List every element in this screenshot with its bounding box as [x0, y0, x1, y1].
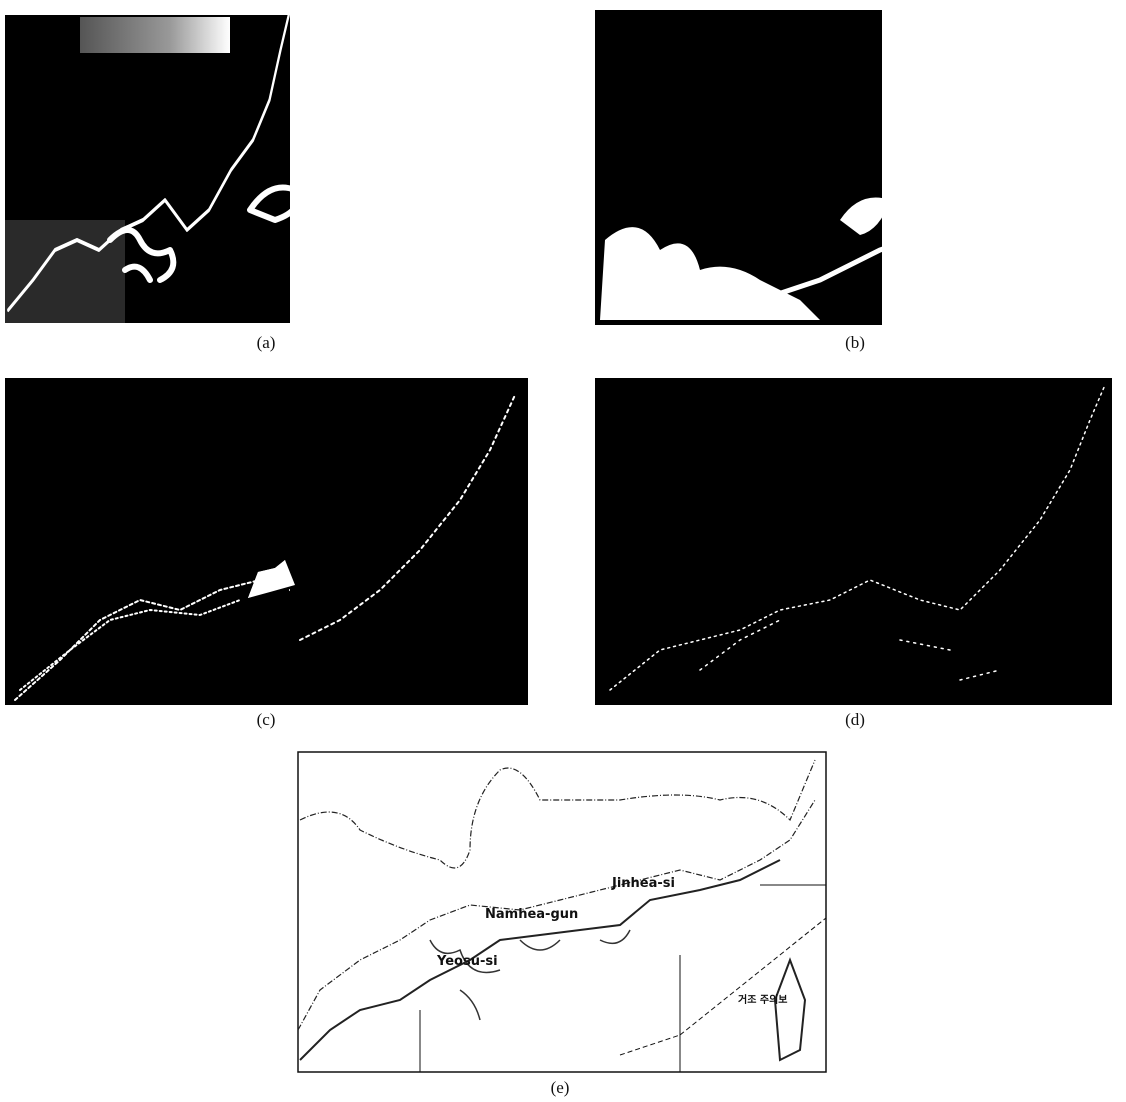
panel-caption: (c): [257, 710, 276, 729]
panel-caption: (b): [845, 333, 865, 352]
panel-b: [595, 10, 1115, 325]
map-label: Namhea-gun: [485, 907, 578, 922]
panel-caption: (a): [257, 333, 276, 352]
panel-caption: (e): [551, 1078, 570, 1097]
map-label: Jinhea-si: [611, 876, 675, 891]
panel-caption: (d): [845, 710, 865, 729]
figure: (a) (b) (c) (d) Jinhea-: [0, 0, 1126, 1102]
panel-d: [595, 378, 1112, 705]
panel-a: [5, 15, 520, 323]
panel-c-right: [290, 378, 528, 705]
map-label: Yeosu-si: [436, 954, 498, 969]
panel-e-map: Jinhea-si Namhea-gun Yeosu-si 거조 주의보: [298, 752, 826, 1072]
map-label: 거조 주의보: [738, 993, 787, 1006]
panel-c: [5, 378, 290, 705]
